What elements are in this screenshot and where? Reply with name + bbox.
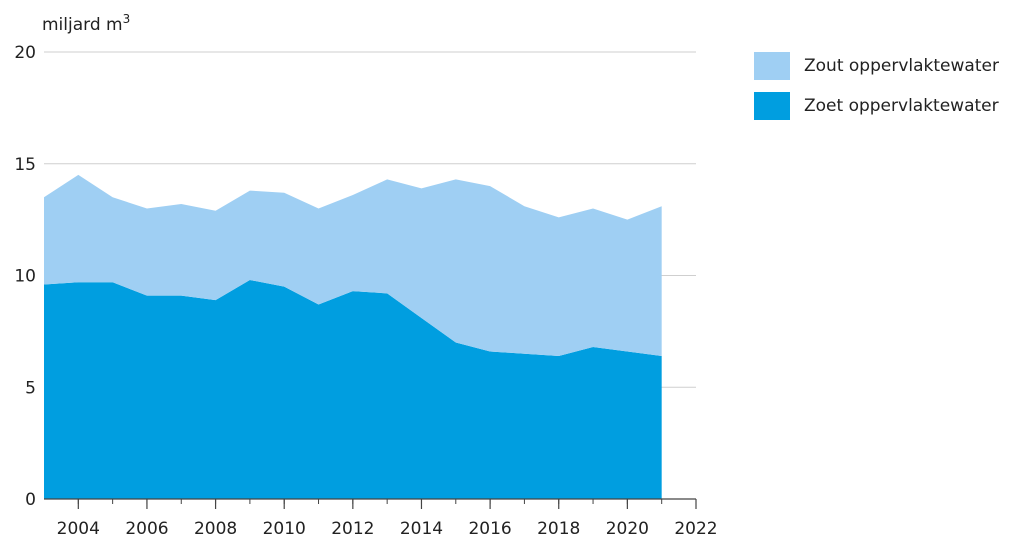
legend: Zout oppervlaktewater Zoet oppervlaktewa…	[754, 52, 999, 132]
area-zoet	[44, 279, 662, 499]
stacked-areas	[44, 174, 662, 499]
axes: 0 5 10 15 20 2004 2006 2008 2010 2012 2014 2016 2018…	[14, 43, 717, 539]
x-tick-label-2016: 2016	[468, 519, 511, 539]
area-zout	[44, 174, 662, 356]
x-tick-label-2004: 2004	[57, 519, 100, 539]
legend-swatch-zoet	[754, 92, 790, 120]
x-tick-label-2020: 2020	[606, 519, 649, 539]
y-tick-label-5: 5	[25, 378, 36, 398]
legend-swatch-zout	[754, 52, 790, 80]
x-tick-label-2018: 2018	[537, 519, 580, 539]
x-tick-label-2014: 2014	[400, 519, 443, 539]
y-tick-label-0: 0	[25, 490, 36, 510]
x-tick-label-2006: 2006	[125, 519, 168, 539]
y-axis-unit-superscript: 3	[123, 12, 131, 26]
legend-label-zoet: Zoet oppervlaktewater	[804, 96, 999, 116]
y-axis-unit-label: miljard m3	[42, 12, 130, 35]
x-tick-label-2010: 2010	[263, 519, 306, 539]
x-tick-label-2022: 2022	[674, 519, 717, 539]
y-tick-label-15: 15	[14, 155, 36, 175]
x-tick-label-2008: 2008	[194, 519, 237, 539]
y-axis-unit-text: miljard m	[42, 15, 123, 35]
y-tick-label-10: 10	[14, 267, 36, 287]
legend-item-zoet: Zoet oppervlaktewater	[754, 92, 999, 120]
y-tick-label-20: 20	[14, 43, 36, 63]
legend-label-zout: Zout oppervlaktewater	[804, 56, 999, 76]
legend-item-zout: Zout oppervlaktewater	[754, 52, 999, 80]
x-tick-label-2012: 2012	[331, 519, 374, 539]
